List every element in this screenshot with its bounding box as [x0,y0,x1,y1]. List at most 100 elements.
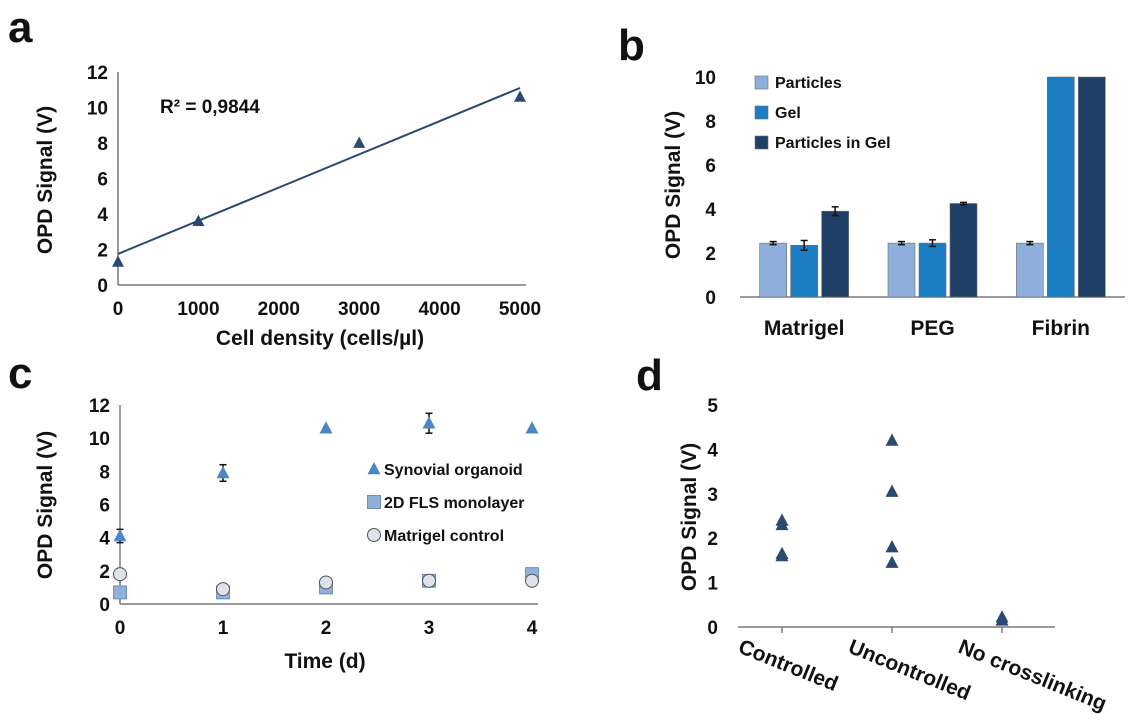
data-point-c-square [113,585,127,600]
bar-2 [1078,76,1106,298]
y-tick-label-d: 4 [707,440,718,461]
x-category-label-d: Uncontrolled [845,635,974,705]
data-point-c-triangle [113,528,127,542]
x-category-label-d: Controlled [735,635,841,696]
legend-marker-c [367,495,381,509]
chart-panel-d: OPD Signal (V) 0 1 2 3 4 5 Controlled Uncontrol… [678,396,1110,716]
x-tick-label-c: 3 [424,618,435,639]
y-tick-label-d: 1 [707,574,718,595]
r-squared-annotation: R² = 0,9844 [160,97,260,118]
error-bar-b [898,240,905,246]
data-point-d [775,548,789,562]
data-point-c-triangle [216,465,230,479]
bar-0 [759,242,787,298]
error-bar-b [800,239,808,251]
legend-marker-c [367,528,381,542]
data-point-a [353,136,366,148]
bar-0 [1016,242,1044,298]
bar-0 [887,242,916,298]
y-tick-label-c: 10 [89,429,110,450]
x-tick-label-a: 5000 [499,299,541,320]
y-tick-label-a: 6 [97,170,108,191]
y-tick-label-c: 8 [99,462,110,483]
error-bar-b [960,201,967,206]
data-point-d [885,555,899,568]
y-tick-label-c: 4 [99,529,110,550]
legend-label-c: Synovial organoid [384,462,523,479]
y-tick-label-c: 6 [99,496,110,517]
data-point-c-triangle [525,421,539,434]
y-tick-label-d: 3 [707,485,718,506]
y-tick-label-b: 10 [695,68,716,89]
legend-label-b: Particles in Gel [775,135,891,152]
y-tick-label-b: 8 [705,112,716,133]
y-tick-label-c: 12 [89,396,110,417]
y-tick-label-b: 4 [705,200,716,221]
y-tick-label-c: 0 [99,595,110,616]
data-point-c-circle [113,567,127,582]
error-bar-b [831,206,839,217]
error-bar-b [769,240,777,246]
x-category-label-b: Matrigel [764,317,845,340]
legend-label-c: Matrigel control [384,528,504,545]
y-axis-label-c: OPD Signal (V) [34,431,57,579]
y-tick-label-d: 0 [707,618,718,639]
chart-panel-a: OPD Signal (V) Cell density (cells/µl) R… [34,63,541,350]
bar-2 [949,203,978,298]
x-tick-label-c: 0 [115,618,126,639]
y-tick-label-b: 2 [705,244,716,265]
x-tick-label-c: 1 [218,618,229,639]
y-tick-label-a: 10 [87,99,108,120]
data-point-d [775,517,789,531]
chart-panel-b: OPD Signal (V) 0 2 4 6 8 10 Matrigel PEG Fibrin P… [662,68,1125,340]
x-category-label-b: PEG [910,317,954,340]
x-axis-label-c: Time (d) [284,650,365,673]
y-axis-label-d: OPD Signal (V) [678,443,701,591]
legend-label-c: 2D FLS monolayer [384,495,524,512]
y-tick-label-a: 8 [97,134,108,155]
y-tick-label-b: 6 [705,156,716,177]
y-axis-label-a: OPD Signal (V) [34,106,57,254]
y-tick-label-a: 0 [97,276,108,297]
bar-1 [790,245,818,298]
bar-1 [918,242,947,298]
data-point-d [885,484,899,497]
x-axis-label-a: Cell density (cells/µl) [216,327,424,350]
legend-label-b: Gel [775,105,801,122]
error-bar-b [1026,240,1034,246]
x-category-label-d: No crosslinking [955,635,1110,715]
y-tick-label-d: 2 [707,529,718,550]
data-point-c-circle [422,573,436,588]
data-point-c-circle [319,575,333,590]
x-tick-label-a: 0 [113,299,124,320]
legend-swatch-b [754,75,769,90]
y-tick-label-a: 2 [97,241,108,262]
y-tick-label-b: 0 [705,288,716,309]
data-point-c-circle [216,582,230,597]
data-point-d [885,433,899,446]
legend-marker-c [367,461,381,475]
data-point-d [885,540,899,553]
data-point-d [995,613,1009,626]
x-tick-label-c: 2 [321,618,332,639]
data-point-c-triangle [422,416,436,429]
y-tick-label-a: 4 [97,205,108,226]
legend-label-b: Particles [775,75,842,92]
y-axis-label-b: OPD Signal (V) [662,111,685,259]
data-point-a [112,255,124,267]
data-point-a [514,90,526,102]
bar-2 [821,210,849,298]
bar-1 [1047,76,1075,298]
x-tick-label-a: 4000 [418,299,460,320]
y-tick-label-d: 5 [707,396,718,417]
panel-letter-c: c [8,349,32,398]
y-tick-label-c: 2 [99,562,110,583]
data-point-c-circle [525,573,539,588]
data-point-c-triangle [319,421,333,434]
y-tick-label-a: 12 [87,63,108,84]
x-tick-label-c: 4 [527,618,538,639]
data-point-a [192,214,205,226]
x-tick-label-a: 1000 [177,299,219,320]
